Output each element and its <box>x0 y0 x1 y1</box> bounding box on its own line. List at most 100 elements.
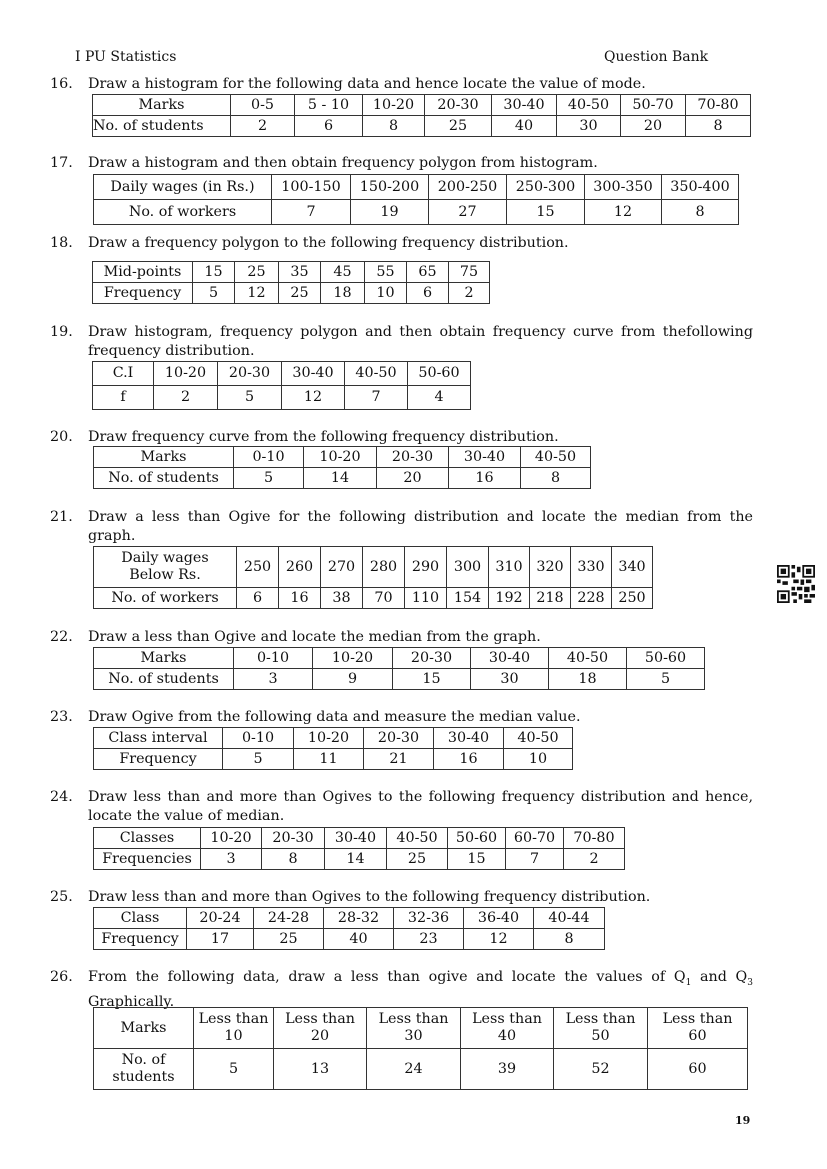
table-cell: 12 <box>281 385 345 410</box>
data-table-q22: Marks 0-10 10-20 20-30 30-40 40-50 50-60 No. of… <box>93 647 705 690</box>
data-table-q23: Class interval 0-10 10-20 20-30 30-40 40-50 Fr… <box>93 727 573 770</box>
question-text: Draw a histogram and then obtain frequen… <box>88 155 598 171</box>
table-cell: 40-50 <box>503 727 573 749</box>
table-cell: 40 <box>323 928 394 950</box>
table-cell: 30-40 <box>491 94 557 116</box>
qr-code-icon <box>777 565 815 603</box>
table-cell: 40-50 <box>344 361 408 386</box>
table-cell: 2 <box>563 848 625 870</box>
row-header-cell: Frequency <box>92 282 193 304</box>
table-cell: 25 <box>386 848 448 870</box>
question-number: 18. <box>50 235 73 251</box>
table-cell: 110 <box>404 587 447 609</box>
table-cell: 330 <box>570 546 612 588</box>
table-cell: 228 <box>570 587 612 609</box>
table-cell: 50-70 <box>620 94 686 116</box>
table-cell: 13 <box>273 1048 367 1090</box>
question-text: Draw a histogram for the following data … <box>88 76 646 92</box>
table-cell: 150-200 <box>350 174 429 200</box>
table-row: Daily wages Below Rs. 250 260 270 280 290 300 3… <box>93 546 653 588</box>
page-number: 19 <box>735 1114 751 1127</box>
table-row: No. of students 5 14 20 16 8 <box>93 467 591 489</box>
table-row: Frequency 17 25 40 23 12 8 <box>93 928 605 950</box>
data-table-q16: Marks 0-5 5 - 10 10-20 20-30 30-40 40-50 50-70 7… <box>92 94 751 137</box>
row-header-cell: No. of workers <box>93 587 237 609</box>
table-cell: 14 <box>324 848 387 870</box>
data-table-q20: Marks 0-10 10-20 20-30 30-40 40-50 No. of stud… <box>93 446 591 489</box>
table-cell: 280 <box>362 546 405 588</box>
table-cell: 10-20 <box>153 361 218 386</box>
table-row: Marks 0-10 10-20 20-30 30-40 40-50 <box>93 446 591 468</box>
table-cell: Less than 50 <box>553 1007 648 1049</box>
table-cell: 10 <box>364 282 407 304</box>
table-cell: 15 <box>192 261 235 283</box>
table-cell: 20-30 <box>424 94 492 116</box>
table-cell: 310 <box>488 546 530 588</box>
data-table-q24: Classes 10-20 20-30 30-40 40-50 50-60 60-70 70-… <box>93 827 625 870</box>
question-text: Draw less than and more than Ogives to t… <box>88 789 753 824</box>
table-cell: 75 <box>448 261 490 283</box>
table-cell: 32-36 <box>393 907 464 929</box>
table-cell: 24 <box>366 1048 461 1090</box>
table-cell: 0-10 <box>233 446 304 468</box>
table-cell: 3 <box>233 668 313 690</box>
question-number: 22. <box>50 629 73 645</box>
subscript: 3 <box>747 977 753 988</box>
table-cell: 192 <box>488 587 530 609</box>
row-header-cell: Marks <box>93 446 234 468</box>
question-text: Draw a less than Ogive and locate the me… <box>88 629 541 645</box>
table-cell: 20 <box>376 467 449 489</box>
data-table-q18: Mid-points 15 25 35 45 55 65 75 Frequency 5 12 25 18… <box>92 261 490 304</box>
table-cell: 2 <box>448 282 490 304</box>
table-cell: 16 <box>448 467 521 489</box>
table-cell: Less than 60 <box>647 1007 748 1049</box>
table-cell: 6 <box>236 587 279 609</box>
table-cell: 70 <box>362 587 405 609</box>
row-header-cell: No. of students <box>93 668 234 690</box>
subscript: 1 <box>685 977 692 988</box>
table-cell: 25 <box>253 928 324 950</box>
table-row: Class 20-24 24-28 28-32 32-36 36-40 40-44 <box>93 907 605 929</box>
table-cell: 11 <box>293 748 364 770</box>
table-cell: 5 <box>222 748 294 770</box>
table-cell: 40-50 <box>556 94 621 116</box>
table-cell: Less than 20 <box>273 1007 367 1049</box>
row-header-cell: Marks <box>93 647 234 669</box>
row-header-cell: Class <box>93 907 187 929</box>
table-cell: 39 <box>460 1048 554 1090</box>
table-cell: 300-350 <box>584 174 662 200</box>
table-row: Daily wages (in Rs.) 100-150 150-200 200-25… <box>93 174 739 200</box>
table-cell: 6 <box>294 115 363 137</box>
data-table-q26: Marks Less than 10 Less than 20 Less than 3… <box>93 1007 748 1090</box>
table-cell: 5 <box>192 282 235 304</box>
row-header-cell: Daily wages (in Rs.) <box>93 174 272 200</box>
table-row: Mid-points 15 25 35 45 55 65 75 <box>92 261 490 283</box>
table-cell: 19 <box>350 199 429 225</box>
table-cell: 8 <box>533 928 605 950</box>
row-header-cell: No. of workers <box>93 199 272 225</box>
table-cell: 25 <box>278 282 321 304</box>
table-row: No. of students 3 9 15 30 18 5 <box>93 668 705 690</box>
table-cell: 50-60 <box>407 361 471 386</box>
table-cell: 15 <box>447 848 506 870</box>
table-cell: 5 - 10 <box>294 94 363 116</box>
table-cell: 10-20 <box>303 446 377 468</box>
table-cell: 8 <box>261 848 325 870</box>
question-number: 17. <box>50 155 73 171</box>
table-cell: 8 <box>362 115 425 137</box>
question-text: Draw a frequency polygon to the followin… <box>88 235 569 251</box>
table-cell: 5 <box>626 668 705 690</box>
table-row: No. of students 5 13 24 39 52 60 <box>93 1048 748 1090</box>
table-cell: 60-70 <box>505 827 564 849</box>
header-right: Question Bank <box>604 49 709 65</box>
table-cell: 18 <box>548 668 627 690</box>
table-cell: 4 <box>407 385 471 410</box>
table-cell: 20-30 <box>392 647 471 669</box>
table-cell: 10-20 <box>362 94 425 116</box>
table-cell: 12 <box>234 282 279 304</box>
table-cell: 30-40 <box>470 647 549 669</box>
table-cell: 30 <box>556 115 621 137</box>
row-header-cell: Marks <box>93 1007 194 1049</box>
row-header-cell: Frequency <box>93 928 187 950</box>
row-header-cell: Frequency <box>93 748 223 770</box>
